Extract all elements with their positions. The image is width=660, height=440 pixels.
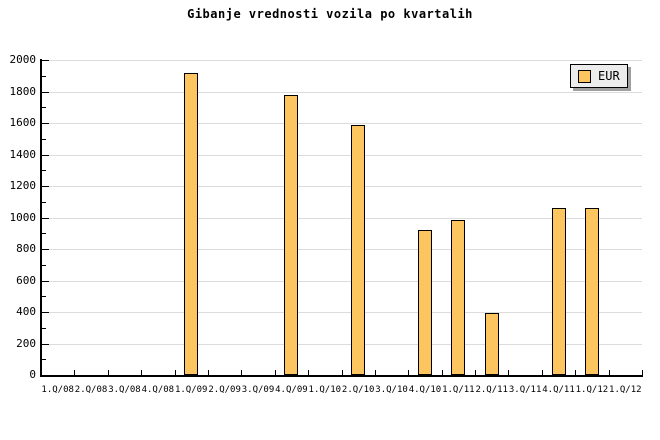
x-axis-label: 2.Q/11 <box>475 385 508 395</box>
y-gridline <box>42 217 642 219</box>
x-axis-line <box>40 375 643 377</box>
legend-swatch-eur <box>578 69 591 83</box>
y-gridline <box>42 280 642 282</box>
y-tick <box>42 138 46 140</box>
x-axis-label: 3.Q/08 <box>108 385 141 395</box>
x-tick <box>608 370 610 375</box>
bar <box>284 94 299 375</box>
x-axis-label: 4.Q/10 <box>408 385 442 395</box>
x-tick <box>308 370 310 375</box>
x-tick <box>241 370 243 375</box>
y-gridline <box>42 154 642 156</box>
x-tick <box>475 370 477 375</box>
x-axis-label: 1.Q/10 <box>308 385 342 395</box>
y-tick <box>42 170 46 172</box>
bar <box>417 230 432 375</box>
y-tick <box>42 75 46 77</box>
x-axis-label: 3.Q/09 <box>241 385 275 395</box>
y-axis-label: 1600 <box>9 116 37 129</box>
x-tick <box>642 370 643 375</box>
y-axis-label: 2000 <box>9 53 37 66</box>
y-gridline <box>42 343 642 345</box>
bar <box>584 208 599 375</box>
x-axis-label: 1.Q/12 <box>575 385 609 395</box>
y-tick <box>42 123 49 124</box>
x-tick <box>74 370 76 375</box>
y-tick <box>42 343 49 345</box>
y-tick <box>42 280 49 282</box>
x-axis-label: 4.Q/11 <box>542 385 575 395</box>
y-axis-label: 0 <box>29 368 36 381</box>
y-tick <box>42 91 49 93</box>
y-tick <box>42 327 46 329</box>
x-axis-label: 1.Q/09 <box>174 385 208 395</box>
y-tick <box>42 312 49 313</box>
x-tick <box>541 370 543 375</box>
y-axis-label: 1000 <box>9 210 37 224</box>
y-axis-label: 400 <box>16 305 36 318</box>
x-axis-label: 2.Q/10 <box>341 385 375 395</box>
y-tick <box>42 217 49 219</box>
y-tick <box>42 186 49 187</box>
y-axis-label: 1800 <box>9 84 37 98</box>
x-axis-label: 2.Q/09 <box>208 385 241 395</box>
bar <box>551 208 566 375</box>
y-tick <box>42 201 46 203</box>
x-tick <box>508 370 510 375</box>
x-tick <box>408 370 410 375</box>
y-tick <box>42 60 49 61</box>
y-tick <box>42 233 46 235</box>
x-axis-label: 3.Q/11 <box>508 385 542 395</box>
x-axis-label: 1.Q/12 <box>609 385 642 395</box>
x-tick <box>107 370 109 375</box>
x-tick <box>374 370 376 375</box>
y-gridline <box>42 249 642 250</box>
chart-title: Gibanje vrednosti vozila po kvartalih <box>187 7 473 21</box>
y-tick <box>42 296 46 298</box>
x-axis-label: 3.Q/10 <box>375 385 408 395</box>
x-tick <box>274 370 276 375</box>
y-gridline <box>42 91 642 93</box>
y-tick <box>42 359 46 361</box>
y-axis-label: 600 <box>16 273 36 287</box>
y-gridline <box>42 312 642 313</box>
x-axis-label: 4.Q/09 <box>275 385 308 395</box>
y-tick <box>42 107 46 109</box>
x-tick <box>441 370 443 375</box>
y-gridline <box>42 60 642 61</box>
x-tick <box>207 370 209 375</box>
x-axis-label: 1.Q/11 <box>442 385 475 395</box>
y-tick <box>42 249 49 250</box>
y-gridline <box>42 123 642 124</box>
y-axis-label: 1400 <box>9 147 37 161</box>
bar <box>351 124 366 375</box>
x-axis-label: 2.Q/08 <box>74 385 108 395</box>
x-tick <box>174 370 176 375</box>
bar <box>184 72 199 375</box>
legend-label: EUR <box>598 69 620 83</box>
bar <box>451 219 466 375</box>
x-tick <box>341 370 343 375</box>
y-gridline <box>42 186 642 187</box>
legend: EUR <box>570 64 628 88</box>
x-axis-label: 4.Q/08 <box>141 385 175 395</box>
y-axis-label: 800 <box>16 242 36 255</box>
x-axis-label: 1.Q/08 <box>41 385 74 395</box>
bar <box>484 312 499 375</box>
y-axis-label: 200 <box>16 336 36 350</box>
y-tick <box>42 154 49 156</box>
y-axis-label: 1200 <box>9 179 37 192</box>
y-axis-line <box>40 59 42 377</box>
y-tick <box>42 264 46 266</box>
x-tick <box>141 370 143 375</box>
x-tick <box>575 370 577 375</box>
